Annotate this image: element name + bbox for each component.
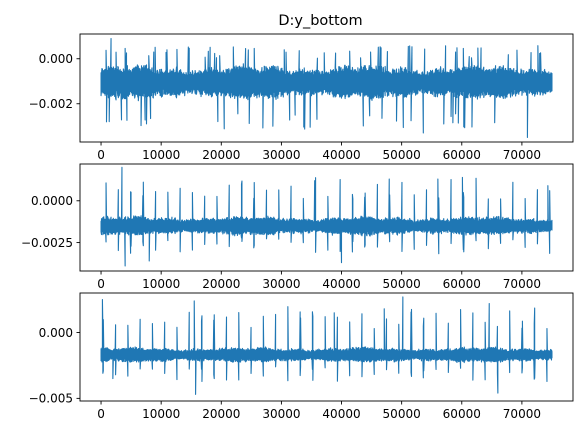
subplots: 0 10000 20000 30000 40000 50000 60000 70000 0.00… xyxy=(21,33,574,421)
x-tick-label: 50000 xyxy=(383,148,421,162)
x-tick-label: 0 xyxy=(97,148,105,162)
axes-frame xyxy=(79,33,574,143)
x-tick-label: 50000 xyxy=(383,407,421,421)
x-tick-label: 20000 xyxy=(202,277,240,291)
x-tick-label: 10000 xyxy=(142,407,180,421)
subplot-3: 0 10000 20000 30000 40000 50000 60000 70000 0.00… xyxy=(29,292,574,421)
chart-title: D:y_bottom xyxy=(278,13,362,29)
x-tick-label: 30000 xyxy=(262,277,300,291)
x-tick-label: 10000 xyxy=(142,148,180,162)
axes-frame xyxy=(79,292,574,402)
x-tick-label: 30000 xyxy=(262,148,300,162)
x-tick-label: 30000 xyxy=(262,407,300,421)
series-line xyxy=(100,166,553,267)
x-tick-label: 70000 xyxy=(503,277,541,291)
x-tick-label: 10000 xyxy=(142,277,180,291)
y-tick-label: −0.002 xyxy=(29,97,73,111)
x-tick-label: 0 xyxy=(97,407,105,421)
x-tick-label: 40000 xyxy=(322,277,360,291)
subplot-2: 0 10000 20000 30000 40000 50000 60000 70000 0.00… xyxy=(21,163,574,291)
y-tick-label: −0.0025 xyxy=(21,236,73,250)
x-tick-label: 70000 xyxy=(503,148,541,162)
y-tick-label: 0.000 xyxy=(39,52,73,66)
y-tick-label: 0.0000 xyxy=(31,194,73,208)
x-tick-label: 60000 xyxy=(443,407,481,421)
y-tick-label: 0.000 xyxy=(39,326,73,340)
x-tick-label: 40000 xyxy=(322,148,360,162)
x-tick-label: 60000 xyxy=(443,148,481,162)
x-tick-label: 20000 xyxy=(202,148,240,162)
x-tick-label: 40000 xyxy=(322,407,360,421)
series-line xyxy=(100,296,553,395)
x-tick-label: 70000 xyxy=(503,407,541,421)
x-tick-label: 0 xyxy=(97,277,105,291)
x-tick-label: 50000 xyxy=(383,277,421,291)
axes-frame xyxy=(79,163,574,272)
y-tick-label: −0.005 xyxy=(29,392,73,406)
series-line xyxy=(100,37,553,139)
x-tick-label: 60000 xyxy=(443,277,481,291)
subplot-1: 0 10000 20000 30000 40000 50000 60000 70000 0.00… xyxy=(29,33,574,162)
x-tick-label: 20000 xyxy=(202,407,240,421)
